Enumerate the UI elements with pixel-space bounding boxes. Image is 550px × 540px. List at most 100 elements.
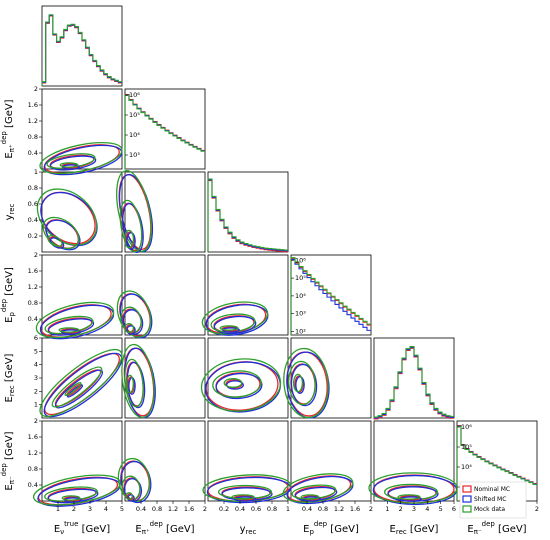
xlabel-yrec: yrec [240, 524, 257, 536]
contour-4-2-shf-2 [226, 380, 244, 390]
xtick-label-yrec: 0.6 [251, 505, 261, 513]
xtick-label-etrue: 1 [56, 505, 60, 513]
contour-4-3-mock-0 [283, 347, 329, 419]
legend-swatch [462, 495, 472, 503]
panel-erec-vs-epip [124, 337, 206, 419]
ytick-label-epip: 0.4 [28, 149, 38, 157]
contour-5-3-mock-2 [300, 494, 320, 500]
contour-3-1-mock-0 [116, 290, 152, 338]
xtick-label-ep: 1.6 [350, 505, 360, 513]
xtick-label-yrec: 1 [286, 505, 290, 513]
panel-epim-vs-erec [373, 420, 455, 502]
legend-entry: Nominal MC [474, 486, 510, 493]
ylabel-ep: Epdep [GeV] [0, 267, 16, 323]
ytick-label-epim: 0.4 [28, 481, 38, 489]
contour-5-1-nom-2 [126, 493, 134, 501]
histograms-layer [41, 14, 537, 501]
ytick-label-yrec: 1 [34, 168, 38, 176]
xlabel-ep: Epdep [GeV] [303, 520, 359, 536]
diag-logtick-label: 10⁶ [295, 256, 306, 264]
contour-4-3-mock-1 [288, 360, 316, 406]
contour-5-3-mock-0 [282, 473, 354, 503]
contour-5-1-shf-2 [127, 494, 135, 502]
xtick-label-ep: 1.2 [334, 505, 344, 513]
contour-4-3-shf-1 [290, 363, 318, 407]
panel-epim-vs-etrue [41, 420, 123, 502]
diag-logtick-label: 10³ [295, 310, 306, 318]
contour-3-2-shf-1 [213, 315, 257, 335]
legend-entry: Mock data [474, 506, 505, 513]
ytick-label-epim: 1.2 [28, 449, 38, 457]
hist-etrue-mock [41, 14, 122, 86]
xtick-label-erec: 3 [412, 505, 416, 513]
xtick-label-epip: 1.2 [168, 505, 178, 513]
xtick-label-epim: 2 [535, 505, 539, 513]
diag-logtick-label: 10⁶ [461, 423, 472, 431]
ylabel-erec: Erec [GeV] [4, 353, 16, 402]
legend-entry: Shifted MC [474, 496, 506, 503]
diag-logtick-label: 10⁵ [295, 274, 306, 282]
diag-logtick-label: 10³ [129, 151, 140, 159]
diag-panel-etrue [41, 5, 123, 87]
ytick-label-yrec: 0.4 [28, 216, 38, 224]
contour-4-1-mock-2 [126, 374, 134, 394]
ytick-label-yrec: 0.6 [28, 200, 38, 208]
ytick-label-ep: 0.8 [28, 299, 38, 307]
xlabel-epip: Eπ⁺dep [GeV] [135, 520, 194, 536]
xtick-label-ep: 0.8 [318, 505, 328, 513]
ytick-label-ep: 1.6 [28, 267, 38, 275]
hist-yrec-mock [207, 178, 288, 252]
ytick-label-epim: 0.8 [28, 465, 38, 473]
hist-epip-mock [124, 94, 205, 169]
ytick-label-epim: 2 [34, 417, 38, 425]
ytick-label-ep: 0.4 [28, 315, 38, 323]
xtick-label-epip: 1.6 [184, 505, 194, 513]
contour-3-0-mock-2 [58, 327, 80, 333]
contour-4-0-shf-2 [66, 384, 84, 398]
xtick-label-epip: 0.8 [152, 505, 162, 513]
panel-yrec-vs-etrue [41, 171, 123, 253]
diag-logtick-label: 10⁴ [295, 292, 306, 300]
contour-1-0-mock-0 [39, 141, 123, 175]
ytick-label-epip: 2 [34, 85, 38, 93]
diag-logtick-label: 10⁵ [461, 443, 472, 451]
contour-2-1-mock-2 [123, 229, 135, 249]
xtick-label-yrec: 0.8 [267, 505, 277, 513]
contour-2-1-shf-1 [122, 202, 144, 254]
hist-ep-mock [290, 257, 371, 335]
xtick-label-erec: 1 [385, 505, 389, 513]
contour-4-3-shf-2 [295, 376, 305, 394]
ytick-label-erec: 1 [34, 401, 38, 409]
contour-4-2-mock-2 [223, 378, 243, 388]
contour-5-1-mock-2 [125, 492, 133, 500]
ytick-label-ep: 2 [34, 251, 38, 259]
diag-panel-yrec [207, 171, 289, 253]
ytick-label-yrec: 0.2 [28, 232, 38, 240]
ytick-label-yrec: 0.8 [28, 184, 38, 192]
ytick-label-epip: 0.8 [28, 133, 38, 141]
contour-5-1-mock-0 [117, 457, 151, 503]
ylabel-epip: Eπ⁺dep [GeV] [0, 99, 16, 158]
xtick-label-etrue: 2 [72, 505, 76, 513]
xtick-label-etrue: 5 [120, 505, 124, 513]
xtick-label-etrue: 3 [88, 505, 92, 513]
contour-2-0-mock-2 [47, 234, 63, 248]
xlabel-epim: Eπ⁻dep [GeV] [467, 520, 526, 536]
ytick-label-ep: 1.2 [28, 283, 38, 291]
hist-epim-mock [456, 425, 537, 501]
contour-4-0-shf-0 [43, 352, 123, 418]
contour-3-1-nom-2 [125, 324, 135, 334]
contour-2-0-mock-1 [42, 216, 80, 250]
legend-swatch [462, 505, 472, 513]
contour-4-2-shf-1 [215, 372, 263, 400]
contour-2-1-mock-0 [116, 170, 152, 252]
xlabel-erec: Erec [GeV] [390, 524, 439, 536]
legend-swatch [462, 485, 472, 493]
ytick-label-erec: 3 [34, 374, 38, 382]
xtick-label-ep: 0.4 [302, 505, 312, 513]
xtick-label-erec: 6 [452, 505, 456, 513]
contour-4-1-mock-0 [121, 343, 155, 419]
contour-2-1-mock-1 [119, 199, 143, 253]
contour-4-2-mock-0 [200, 358, 282, 412]
